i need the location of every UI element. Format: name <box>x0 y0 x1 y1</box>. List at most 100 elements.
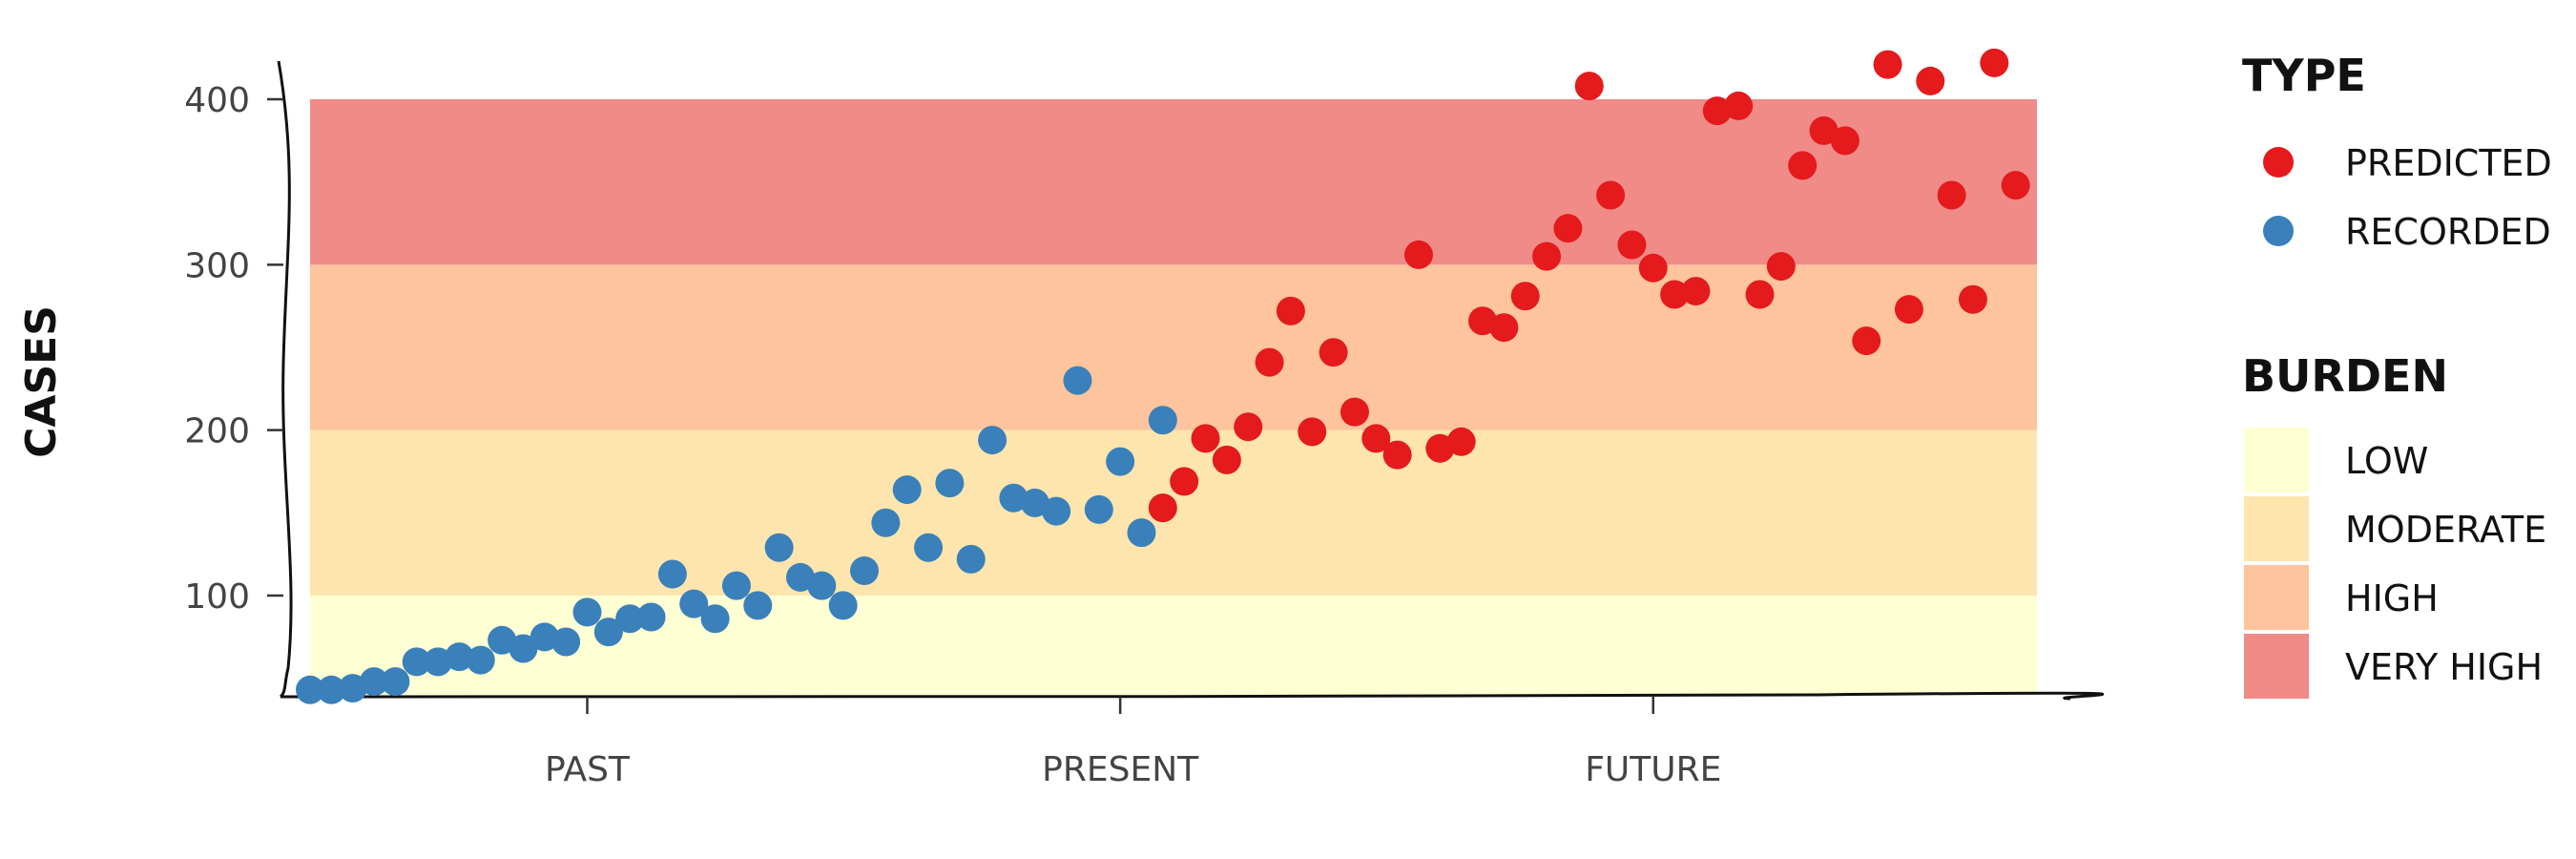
x-tick-label: PAST <box>545 750 631 789</box>
x-tick-label: FUTURE <box>1585 750 1721 789</box>
axes <box>277 60 2105 701</box>
point-recorded <box>572 597 602 627</box>
point-predicted <box>1191 424 1220 453</box>
point-recorded <box>381 667 410 697</box>
y-tick-label: 200 <box>184 412 250 451</box>
point-predicted <box>1660 280 1690 309</box>
point-recorded <box>978 426 1008 455</box>
band-very-high <box>310 99 2037 265</box>
point-predicted <box>1298 417 1327 447</box>
legend-swatch-very-high <box>2244 634 2309 699</box>
point-recorded <box>700 604 730 634</box>
legend-burden-items: LOW MODERATE HIGH VERY HIGH <box>2244 428 2546 699</box>
legend-type-items: PREDICTED RECORDED <box>2263 142 2552 253</box>
point-predicted <box>1553 214 1583 243</box>
point-predicted <box>1617 230 1647 260</box>
point-recorded <box>764 533 794 562</box>
point-recorded <box>721 571 751 600</box>
y-ticks: 100 200 300 400 <box>184 81 283 617</box>
point-recorded <box>679 589 709 618</box>
point-predicted <box>1873 50 1902 79</box>
point-recorded <box>914 533 944 562</box>
point-recorded <box>1063 366 1092 395</box>
point-predicted <box>1532 241 1562 271</box>
point-predicted <box>1212 445 1241 474</box>
point-recorded <box>956 544 986 574</box>
point-recorded <box>466 645 495 675</box>
legend-type-title: TYPE <box>2242 50 2366 101</box>
point-recorded <box>615 604 645 634</box>
point-recorded <box>828 591 858 620</box>
point-predicted <box>1255 347 1284 377</box>
legend-label-high: HIGH <box>2345 577 2439 619</box>
point-recorded <box>551 627 581 657</box>
band-high <box>310 264 2037 430</box>
point-predicted <box>1788 151 1818 180</box>
legend-burden-title: BURDEN <box>2242 350 2448 402</box>
point-recorded <box>593 618 623 647</box>
point-predicted <box>1809 115 1839 145</box>
legend-swatch-predicted <box>2263 147 2294 178</box>
y-tick-label: 400 <box>184 81 250 120</box>
point-recorded <box>1148 406 1177 435</box>
point-predicted <box>1638 253 1668 283</box>
x-axis-line <box>280 691 2105 701</box>
point-predicted <box>1148 493 1177 523</box>
y-tick-label: 100 <box>184 577 250 617</box>
point-predicted <box>1489 313 1519 343</box>
legend-label-low: LOW <box>2345 440 2428 482</box>
point-predicted <box>2001 171 2030 200</box>
point-predicted <box>1234 412 1263 442</box>
point-predicted <box>1724 91 1754 120</box>
point-predicted <box>1702 96 1732 126</box>
point-predicted <box>1596 180 1626 210</box>
data-points <box>296 48 2030 704</box>
legend-swatch-moderate <box>2244 496 2309 561</box>
point-predicted <box>1340 397 1369 427</box>
y-axis-line <box>277 60 293 699</box>
legend-label-predicted: PREDICTED <box>2345 142 2552 184</box>
point-recorded <box>871 508 901 537</box>
point-predicted <box>1170 467 1199 496</box>
point-recorded <box>743 591 773 620</box>
point-recorded <box>296 675 324 704</box>
point-recorded <box>1106 447 1135 476</box>
point-predicted <box>1830 126 1859 156</box>
x-tick-label: PRESENT <box>1042 750 1199 789</box>
point-predicted <box>1319 338 1348 367</box>
point-recorded <box>1127 518 1156 548</box>
point-predicted <box>1852 326 1881 356</box>
burden-bands <box>310 99 2037 695</box>
point-recorded <box>636 602 666 632</box>
x-ticks: PAST PRESENT FUTURE <box>545 697 1721 789</box>
point-recorded <box>999 483 1028 513</box>
point-recorded <box>657 559 687 589</box>
point-predicted <box>1361 424 1391 453</box>
point-predicted <box>1382 440 1412 470</box>
point-predicted <box>1276 296 1305 325</box>
point-predicted <box>1446 427 1476 456</box>
point-predicted <box>1403 240 1433 269</box>
point-recorded <box>317 675 346 704</box>
point-predicted <box>1574 72 1604 101</box>
point-recorded <box>424 647 453 677</box>
point-recorded <box>807 571 837 600</box>
point-predicted <box>1766 252 1796 282</box>
point-predicted <box>1745 280 1775 309</box>
y-tick-label: 300 <box>184 246 250 285</box>
point-predicted <box>1980 48 2009 77</box>
point-recorded <box>849 556 879 585</box>
point-recorded <box>445 642 474 672</box>
point-recorded <box>402 647 431 677</box>
legend-swatch-low <box>2244 428 2309 492</box>
legend-label-very-high: VERY HIGH <box>2345 646 2543 688</box>
legend-label-recorded: RECORDED <box>2345 211 2551 253</box>
point-recorded <box>1042 496 1071 526</box>
legend-swatch-recorded <box>2263 216 2294 246</box>
point-recorded <box>530 622 559 652</box>
legend: TYPE PREDICTED RECORDED BURDEN LOW MODERAT… <box>2242 50 2552 699</box>
point-predicted <box>1510 282 1540 311</box>
y-axis-title: CASES <box>17 305 66 458</box>
point-predicted <box>1937 180 1966 210</box>
